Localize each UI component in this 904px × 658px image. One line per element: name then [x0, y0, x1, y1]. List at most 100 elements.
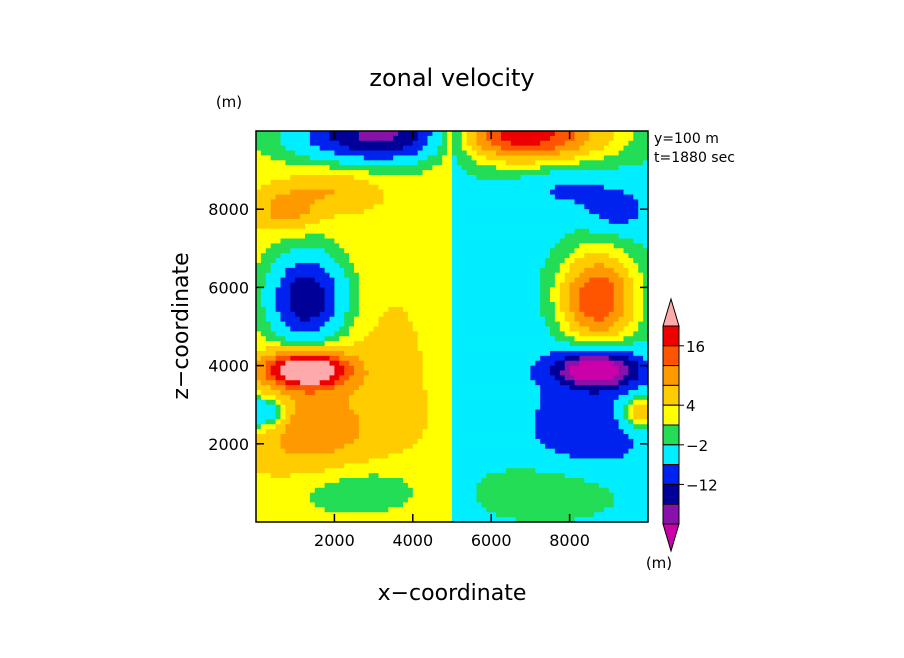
contour-cell [373, 287, 379, 293]
contour-cell [417, 272, 423, 279]
contour-cell [363, 140, 370, 147]
contour-cell [628, 267, 634, 274]
contour-cell [437, 311, 443, 318]
contour-cell [452, 316, 458, 323]
contour-cell [486, 218, 492, 225]
contour-cell [510, 380, 517, 386]
contour-cell [515, 336, 521, 342]
contour-cell [599, 355, 605, 362]
contour-cell [407, 165, 414, 171]
contour-cell [319, 223, 325, 230]
contour-cell [349, 365, 355, 371]
contour-cell [393, 399, 399, 406]
contour-cell [638, 282, 644, 288]
contour-cell [476, 370, 482, 376]
contour-cell [530, 277, 536, 283]
contour-cell [599, 341, 605, 347]
contour-cell [422, 155, 428, 161]
contour-cell [427, 321, 433, 327]
contour-cell [603, 267, 610, 274]
contour-cell [422, 272, 428, 279]
contour-cell [270, 360, 276, 366]
contour-cell [564, 248, 570, 254]
contour-cell [603, 321, 610, 327]
contour-cell [354, 385, 360, 391]
contour-cell [496, 204, 502, 210]
contour-cell [471, 174, 477, 181]
contour-cell [574, 331, 580, 337]
contour-cell [417, 419, 423, 425]
contour-cell [623, 336, 629, 342]
contour-cell [363, 350, 370, 357]
contour-cell [618, 331, 624, 337]
contour-cell [388, 214, 394, 220]
contour-cell [540, 409, 546, 415]
contour-cell [417, 218, 423, 225]
contour-cell [515, 199, 521, 205]
contour-cell [260, 150, 267, 156]
contour-cell [496, 258, 502, 264]
contour-cell [608, 370, 615, 376]
contour-cell [300, 434, 306, 440]
contour-cell [427, 194, 433, 200]
contour-cell [589, 297, 595, 303]
contour-cell [569, 297, 575, 303]
contour-cell [368, 160, 374, 166]
contour-cell [354, 409, 360, 415]
contour-cell [599, 262, 605, 269]
contour-cell [608, 135, 615, 142]
contour-cell [358, 135, 365, 142]
contour-cell [550, 297, 556, 303]
contour-cell [373, 204, 379, 210]
contour-cell [285, 150, 291, 156]
contour-cell [559, 170, 566, 176]
contour-cell [461, 331, 468, 337]
contour-cell [574, 174, 580, 181]
contour-cell [432, 292, 438, 298]
contour-cell [515, 258, 521, 264]
contour-cell [432, 287, 438, 293]
contour-cell [373, 321, 379, 327]
contour-cell [643, 248, 648, 254]
contour-cell [305, 131, 311, 137]
contour-cell [550, 287, 556, 293]
contour-cell [643, 409, 648, 415]
contour-cell [569, 277, 575, 283]
contour-cell [329, 365, 335, 371]
contour-cell [559, 424, 566, 430]
contour-cell [456, 184, 463, 191]
contour-cell [285, 199, 291, 205]
contour-cell [285, 218, 291, 225]
contour-cell [309, 311, 316, 318]
contour-cell [344, 194, 350, 200]
contour-cell [383, 272, 389, 279]
contour-cell [339, 170, 345, 176]
contour-cell [442, 297, 448, 303]
contour-cell [452, 238, 458, 244]
contour-cell [525, 311, 531, 318]
contour-cell [643, 414, 648, 420]
contour-cell [368, 331, 374, 337]
contour-cell [496, 326, 502, 332]
contour-cell [363, 204, 370, 210]
contour-cell [579, 326, 585, 332]
contour-cell [471, 424, 477, 430]
contour-cell [373, 399, 379, 406]
contour-cell [260, 258, 267, 264]
contour-cell [270, 150, 276, 156]
contour-cell [339, 316, 345, 323]
contour-cell [471, 170, 477, 176]
contour-cell [265, 287, 272, 293]
contour-cell [373, 282, 379, 288]
contour-cell [280, 434, 286, 440]
contour-cell [554, 297, 561, 303]
contour-cell [486, 341, 492, 347]
contour-cell [564, 365, 570, 371]
contour-cell [520, 404, 526, 410]
contour-cell [491, 385, 497, 391]
contour-cell [505, 189, 512, 195]
contour-cell [589, 253, 595, 259]
contour-cell [270, 321, 276, 327]
contour-cell [363, 165, 370, 171]
contour-cell [295, 218, 301, 225]
